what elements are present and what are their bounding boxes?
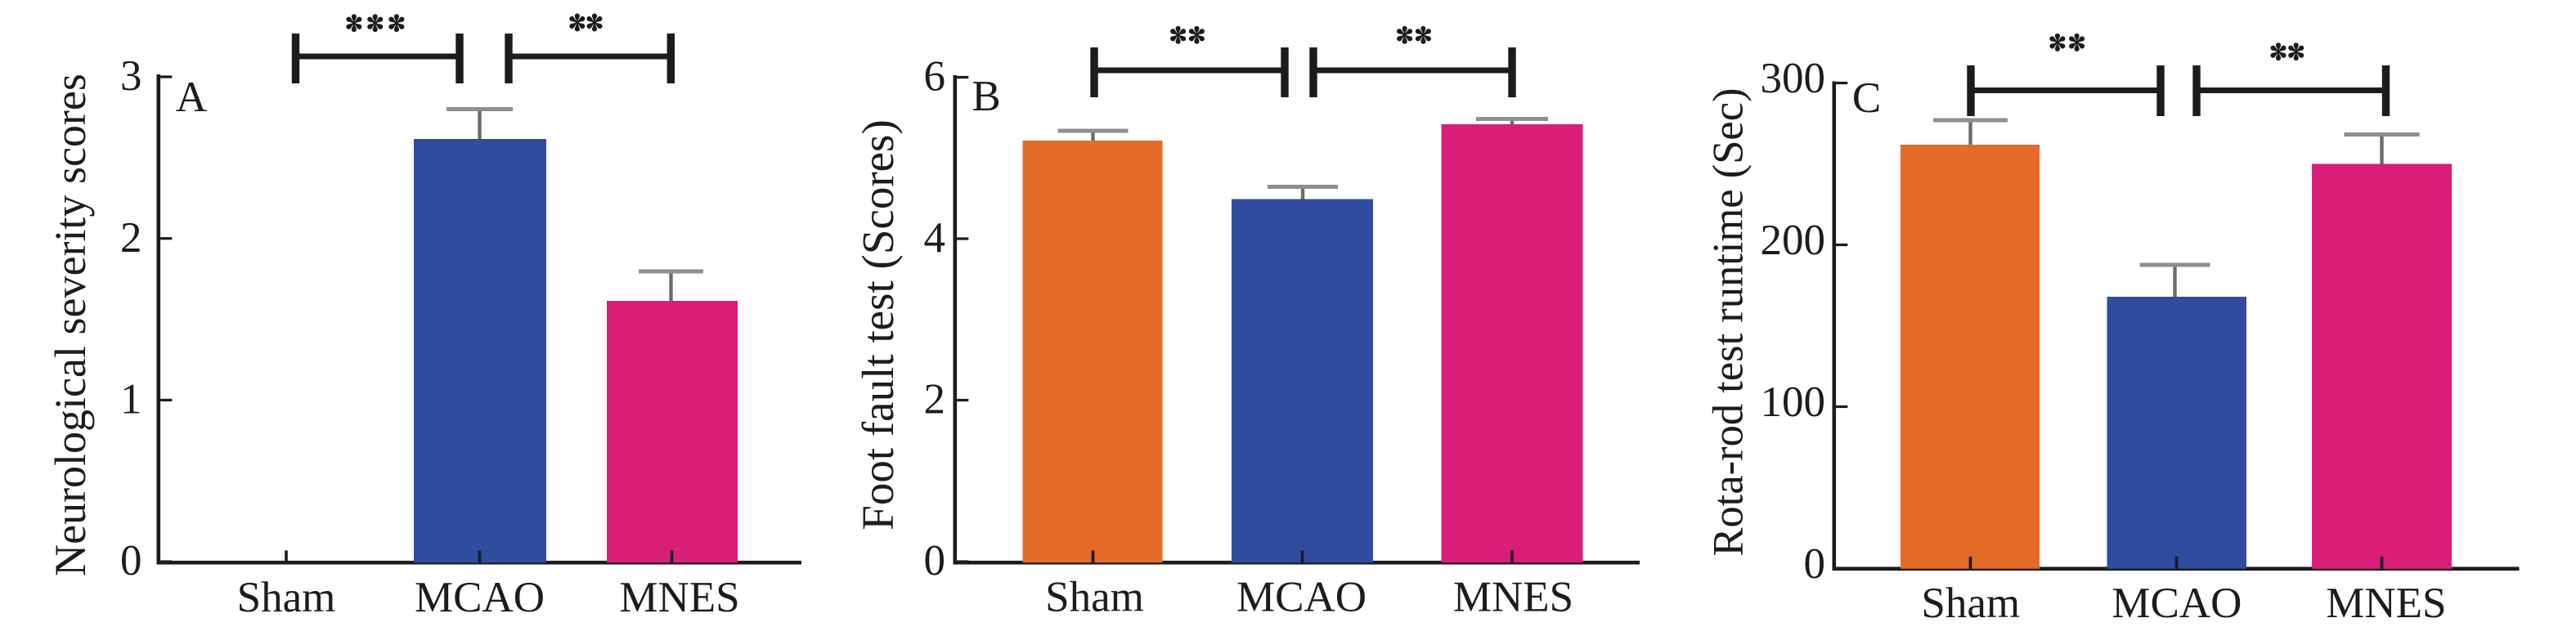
svg-text:Neurological severity scores: Neurological severity scores: [46, 74, 95, 576]
svg-text:Sham: Sham: [1045, 574, 1144, 621]
svg-text:Sham: Sham: [1921, 580, 2020, 627]
svg-text:4: 4: [924, 214, 946, 262]
svg-text:Sham: Sham: [237, 574, 336, 621]
svg-text:Rota-rod test runtime (Sec): Rota-rod test runtime (Sec): [1705, 88, 1752, 557]
svg-text:6: 6: [924, 53, 946, 101]
svg-text:MNES: MNES: [2326, 580, 2446, 627]
svg-text:MNES: MNES: [1453, 574, 1573, 621]
svg-text:3: 3: [120, 52, 142, 100]
svg-text:MCAO: MCAO: [2112, 580, 2242, 627]
svg-text:300: 300: [1761, 55, 1826, 102]
svg-text:1: 1: [120, 376, 142, 423]
svg-text:2: 2: [120, 214, 142, 262]
svg-text:2: 2: [924, 376, 946, 423]
svg-text:100: 100: [1761, 378, 1826, 426]
svg-text:B: B: [972, 73, 1000, 120]
svg-text:MCAO: MCAO: [1236, 574, 1367, 621]
svg-text:MNES: MNES: [619, 574, 739, 621]
svg-text:0: 0: [924, 537, 946, 584]
svg-text:MCAO: MCAO: [415, 574, 545, 621]
svg-text:0: 0: [1804, 540, 1826, 588]
svg-text:200: 200: [1761, 217, 1826, 264]
svg-text:0: 0: [120, 537, 142, 584]
svg-text:C: C: [1852, 74, 1881, 122]
svg-text:A: A: [176, 74, 207, 121]
svg-text:Foot fault test (Scores): Foot fault test (Scores): [853, 119, 903, 531]
